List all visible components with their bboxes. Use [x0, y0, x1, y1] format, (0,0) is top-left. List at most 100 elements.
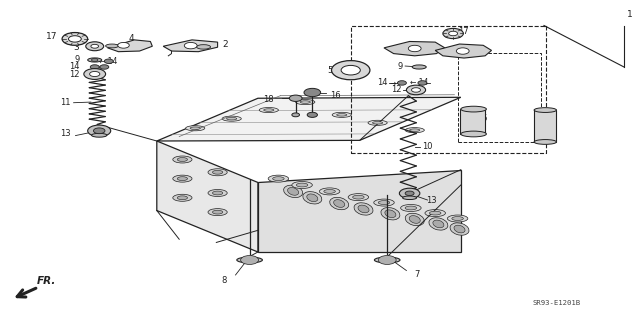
Text: →: →	[389, 78, 396, 87]
Circle shape	[100, 65, 109, 69]
Text: ← 14: ← 14	[99, 57, 118, 66]
Ellipse shape	[212, 191, 223, 195]
Ellipse shape	[450, 223, 469, 235]
Circle shape	[397, 81, 406, 85]
Ellipse shape	[259, 108, 278, 113]
Ellipse shape	[300, 101, 310, 103]
Circle shape	[412, 88, 420, 92]
Circle shape	[378, 256, 396, 264]
Ellipse shape	[208, 169, 227, 176]
Circle shape	[104, 59, 113, 63]
Bar	[460, 109, 485, 134]
Circle shape	[86, 42, 104, 51]
Ellipse shape	[461, 106, 486, 112]
Text: 17: 17	[46, 32, 58, 41]
Ellipse shape	[332, 112, 351, 117]
Polygon shape	[435, 44, 492, 58]
Bar	[534, 110, 556, 142]
Text: 10: 10	[422, 142, 433, 151]
Ellipse shape	[454, 225, 465, 233]
Ellipse shape	[237, 257, 262, 263]
Ellipse shape	[405, 128, 424, 133]
Ellipse shape	[284, 185, 303, 197]
Ellipse shape	[268, 175, 289, 182]
Ellipse shape	[208, 189, 227, 197]
Text: 8: 8	[222, 276, 227, 285]
Ellipse shape	[190, 127, 200, 130]
Circle shape	[443, 28, 463, 39]
Text: 13: 13	[60, 130, 70, 138]
Bar	[458, 53, 541, 142]
Circle shape	[289, 95, 302, 101]
Ellipse shape	[452, 217, 463, 220]
Circle shape	[118, 42, 129, 48]
Text: 15: 15	[477, 114, 487, 122]
Ellipse shape	[410, 129, 420, 131]
Ellipse shape	[381, 208, 400, 220]
Ellipse shape	[429, 211, 441, 215]
Ellipse shape	[106, 44, 118, 48]
Ellipse shape	[348, 194, 369, 201]
Ellipse shape	[303, 192, 322, 204]
Circle shape	[399, 188, 420, 198]
Ellipse shape	[227, 117, 237, 120]
Ellipse shape	[92, 133, 107, 137]
Text: 9: 9	[74, 55, 79, 64]
Ellipse shape	[264, 109, 274, 111]
Polygon shape	[157, 141, 258, 252]
Circle shape	[91, 44, 99, 48]
Text: 14: 14	[377, 78, 387, 87]
Polygon shape	[157, 97, 461, 141]
Ellipse shape	[177, 158, 188, 161]
Ellipse shape	[330, 197, 349, 210]
Ellipse shape	[425, 210, 445, 217]
Ellipse shape	[353, 195, 364, 199]
Ellipse shape	[447, 215, 468, 222]
Circle shape	[405, 191, 414, 196]
Text: 12: 12	[392, 85, 402, 94]
Ellipse shape	[296, 100, 315, 105]
Circle shape	[304, 88, 321, 97]
Circle shape	[93, 128, 105, 134]
Circle shape	[456, 48, 469, 54]
Ellipse shape	[337, 114, 347, 116]
Ellipse shape	[333, 200, 345, 207]
Text: 6: 6	[541, 120, 547, 129]
Circle shape	[408, 45, 421, 52]
Ellipse shape	[296, 183, 308, 187]
Polygon shape	[384, 41, 445, 56]
Ellipse shape	[374, 257, 400, 263]
Text: →: →	[95, 63, 101, 71]
Circle shape	[90, 71, 100, 77]
Circle shape	[88, 125, 111, 137]
Ellipse shape	[534, 108, 557, 113]
Text: 9: 9	[398, 62, 403, 70]
Ellipse shape	[196, 45, 211, 49]
Ellipse shape	[368, 120, 387, 125]
Text: 7: 7	[415, 270, 420, 279]
Circle shape	[68, 36, 81, 42]
Circle shape	[62, 33, 88, 45]
Ellipse shape	[208, 209, 227, 216]
Ellipse shape	[429, 218, 448, 230]
Ellipse shape	[287, 188, 299, 195]
Polygon shape	[163, 40, 218, 52]
Circle shape	[341, 65, 360, 75]
Text: 4: 4	[129, 34, 134, 43]
Ellipse shape	[409, 216, 420, 223]
Ellipse shape	[173, 194, 192, 201]
Text: SR93-E1201B: SR93-E1201B	[532, 300, 581, 306]
Polygon shape	[108, 40, 152, 52]
Text: 12: 12	[69, 70, 79, 78]
Ellipse shape	[173, 156, 192, 163]
Bar	[351, 26, 546, 153]
Ellipse shape	[173, 175, 192, 182]
Ellipse shape	[374, 199, 394, 206]
Ellipse shape	[212, 210, 223, 214]
Ellipse shape	[354, 203, 373, 215]
Ellipse shape	[403, 196, 417, 200]
Circle shape	[449, 31, 458, 36]
Circle shape	[92, 58, 98, 62]
Text: 5: 5	[327, 66, 333, 75]
Ellipse shape	[319, 188, 340, 195]
